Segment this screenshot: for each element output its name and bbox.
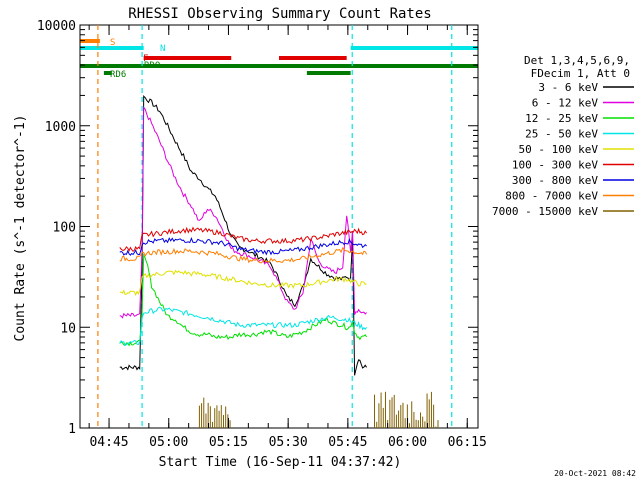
legend-header: FDecim 1, Att 0 xyxy=(531,67,630,80)
series-lines xyxy=(119,95,439,428)
x-tick-label: 05:30 xyxy=(269,435,308,450)
x-tick-label: 05:00 xyxy=(149,435,188,450)
x-tick-label: 05:15 xyxy=(209,435,248,450)
flag-label: RD6 xyxy=(110,70,126,80)
vertical-markers xyxy=(97,25,453,428)
legend-label: 25 - 50 keV xyxy=(525,128,598,141)
series-line xyxy=(119,269,367,297)
flag-label: RDO xyxy=(144,61,160,71)
legend-label: 7000 - 15000 keV xyxy=(492,205,598,218)
series-line xyxy=(119,246,368,264)
y-tick-label: 10000 xyxy=(37,19,76,34)
x-axis: 04:45 05:00 05:15 05:30 05:45 06:00 06:15 xyxy=(88,25,487,450)
y-tick-label: 10 xyxy=(60,321,76,336)
legend-label: 12 - 25 keV xyxy=(525,112,598,125)
legend-label: 800 - 7000 keV xyxy=(505,190,598,203)
x-tick-label: 05:45 xyxy=(328,435,367,450)
series-line xyxy=(119,253,368,347)
y-axis: 1 10 100 1000 10000 xyxy=(37,19,478,437)
chart-title: RHESSI Observing Summary Count Rates xyxy=(128,6,431,22)
flag-label: F xyxy=(143,54,148,64)
x-axis-label: Start Time (16-Sep-11 04:37:42) xyxy=(159,455,402,470)
legend-label: 3 - 6 keV xyxy=(538,81,598,94)
timestamp: 20-Oct-2021 08:42 xyxy=(554,469,636,478)
series-line xyxy=(119,306,368,346)
legend: Det 1,3,4,5,6,9,FDecim 1, Att 03 - 6 keV… xyxy=(492,54,634,218)
legend-label: 100 - 300 keV xyxy=(512,159,598,172)
flag-label: N xyxy=(160,44,165,54)
flag-label: S xyxy=(110,38,115,48)
series-line xyxy=(119,105,367,319)
legend-label: 6 - 12 keV xyxy=(532,97,599,110)
x-tick-label: 06:15 xyxy=(448,435,487,450)
x-tick-label: 06:00 xyxy=(388,435,427,450)
legend-label: 50 - 100 keV xyxy=(519,143,599,156)
y-tick-label: 1 xyxy=(68,422,76,437)
series-line xyxy=(119,237,367,256)
x-tick-label: 04:45 xyxy=(89,435,128,450)
legend-label: 300 - 800 keV xyxy=(512,174,598,187)
y-tick-label: 1000 xyxy=(45,120,76,135)
series-line xyxy=(119,226,368,253)
y-tick-label: 100 xyxy=(53,221,76,236)
y-axis-label: Count Rate (s^-1 detector^-1) xyxy=(13,115,28,342)
legend-header: Det 1,3,4,5,6,9, xyxy=(524,54,630,67)
